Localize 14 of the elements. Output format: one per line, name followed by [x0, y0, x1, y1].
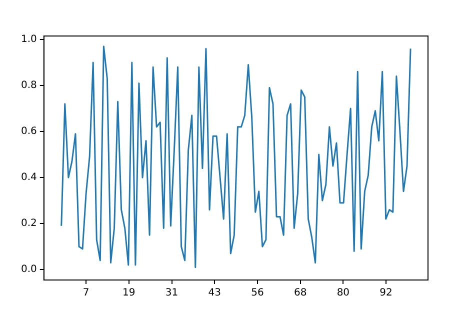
x-tick-label: 80 — [336, 288, 350, 299]
x-tick-label: 92 — [380, 288, 392, 299]
y-tick-label: 0.6 — [20, 126, 37, 138]
x-tick-label: 43 — [208, 288, 221, 299]
x-tick-label: 7 — [82, 288, 90, 299]
y-tick-label: 0.4 — [20, 172, 37, 184]
y-tick-label: 0.2 — [20, 218, 37, 230]
y-tick-label: 1.0 — [20, 34, 37, 46]
x-tick-label: 31 — [165, 288, 178, 299]
y-tick-label: 0.0 — [20, 264, 37, 276]
x-tick-label: 56 — [251, 288, 264, 299]
y-tick-label: 0.8 — [20, 80, 37, 92]
x-tick-label: 19 — [122, 288, 136, 299]
x-tick-label: 68 — [294, 288, 307, 299]
